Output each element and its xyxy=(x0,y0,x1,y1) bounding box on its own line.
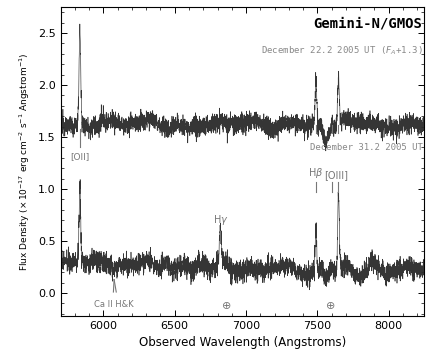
Text: H$\gamma$: H$\gamma$ xyxy=(213,213,228,226)
Text: $\oplus$: $\oplus$ xyxy=(221,300,231,311)
Text: [OII]: [OII] xyxy=(70,152,90,161)
Text: [OIII]: [OIII] xyxy=(324,170,348,180)
Text: $\oplus$: $\oplus$ xyxy=(325,300,335,311)
Text: Gemini-N/GMOS: Gemini-N/GMOS xyxy=(313,16,423,31)
Text: December 22.2 2005 UT ($F_A$+1.3): December 22.2 2005 UT ($F_A$+1.3) xyxy=(261,44,423,57)
Y-axis label: Flux Density ($\times\,10^{-17}$ erg cm$^{-2}$ s$^{-1}$ Angstrom$^{-1}$): Flux Density ($\times\,10^{-17}$ erg cm$… xyxy=(18,52,32,271)
X-axis label: Observed Wavelength (Angstroms): Observed Wavelength (Angstroms) xyxy=(139,337,346,349)
Text: H$\beta$: H$\beta$ xyxy=(308,166,323,180)
Text: December 31.2 2005 UT: December 31.2 2005 UT xyxy=(310,143,423,152)
Text: Ca II H&K: Ca II H&K xyxy=(94,300,134,309)
